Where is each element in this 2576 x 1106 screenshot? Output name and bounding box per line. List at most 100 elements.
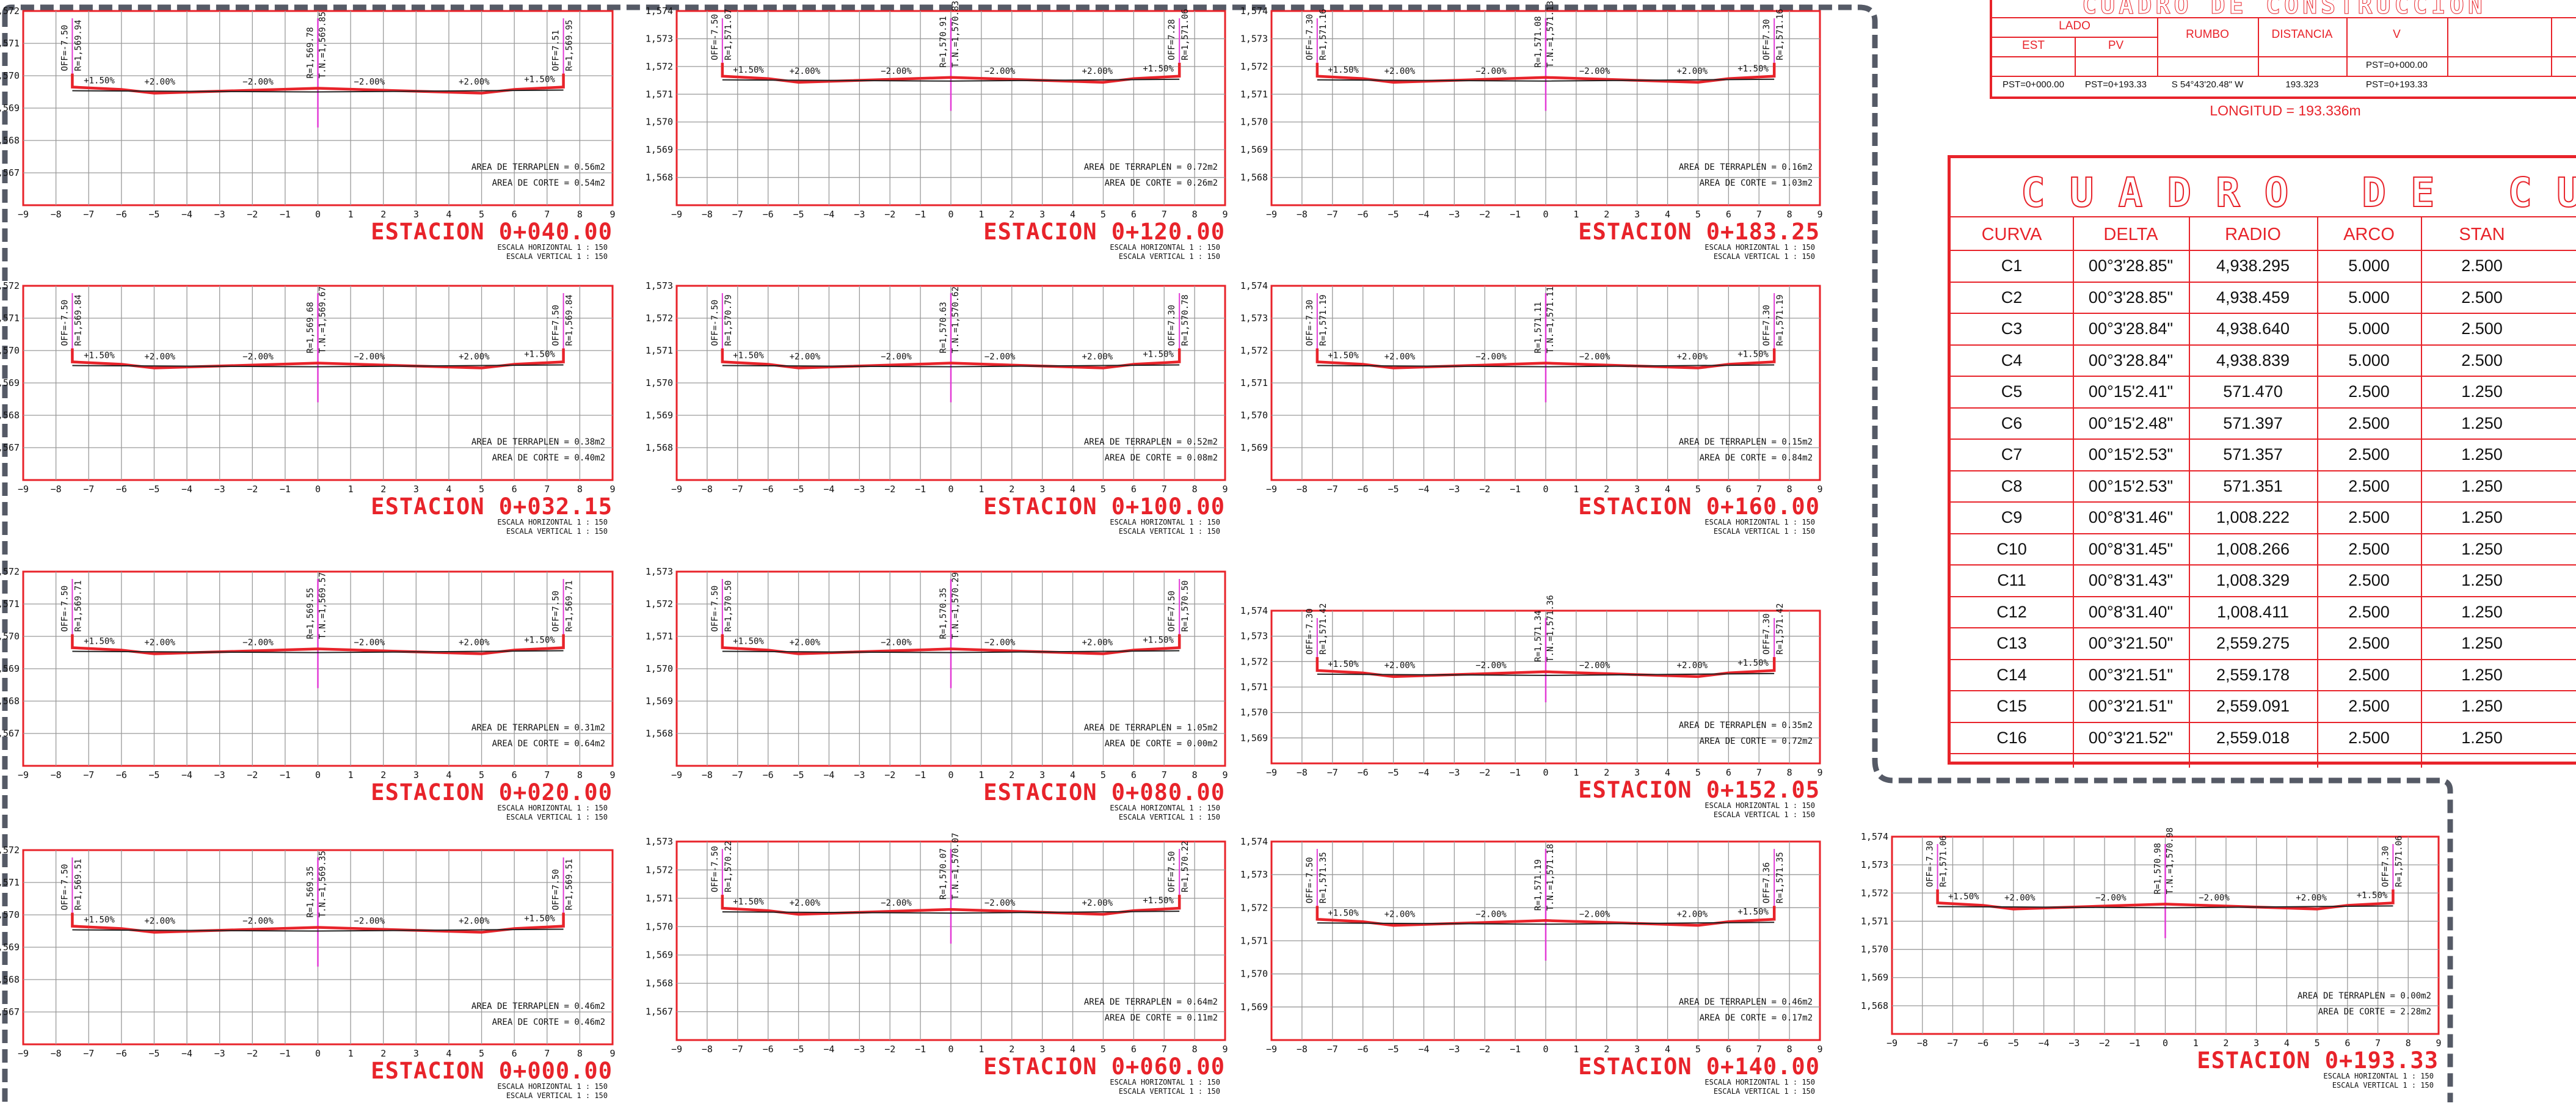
x-tick-label: −8 [702, 1044, 713, 1055]
y-tick-label: 1,569 [1240, 732, 1268, 743]
natural-ground-label: T.N.=1,569.35 [318, 851, 328, 918]
elevation-left-label: R=1,571.16 [1319, 9, 1328, 60]
area-cut-label: AREA DE CORTE = 0.40m2 [492, 453, 605, 463]
row-rule [1951, 407, 2576, 409]
y-tick-label: 1,569 [1240, 144, 1268, 155]
slope-label-right-outer: +1.50% [1143, 636, 1174, 646]
centerline-elevation-label: R=1,570.91 [939, 16, 948, 67]
y-tick-label: 1,571 [646, 345, 673, 356]
x-tick-label: 2 [1604, 484, 1609, 495]
x-tick-label: 8 [1192, 1044, 1198, 1055]
road-profile [71, 73, 565, 95]
offset-left-label: OFF=-7.30 [1305, 300, 1315, 346]
road-profile [721, 62, 1181, 84]
x-tick-label: −1 [280, 209, 291, 220]
x-tick-label: 5 [1695, 1044, 1701, 1055]
curve-cell-radio: 4,938.839 [2216, 351, 2290, 369]
ground-profile [1317, 78, 1775, 82]
curve-cell-arco: 2.500 [2348, 476, 2390, 495]
offset-left-label: OFF=-7.30 [1305, 14, 1315, 60]
y-tick-label: 1,568 [0, 410, 20, 421]
area-cut-label: AREA DE CORTE = 0.26m2 [1105, 178, 1218, 188]
x-tick-label: 7 [544, 484, 550, 495]
natural-ground-label: T.N.=1,570.98 [2166, 828, 2175, 895]
x-tick-label: 2 [1604, 209, 1609, 220]
ground-profile [1317, 922, 1775, 925]
x-tick-label: 7 [1756, 1044, 1762, 1055]
cross-section-6: 1,574 1,573 1,572 1,571 1,570 1,569 −9 −8 −7 −6 −5… [1240, 280, 1823, 536]
natural-ground-label: T.N.=1,569.57 [318, 572, 328, 639]
x-tick-label: 7 [544, 1048, 550, 1059]
slope-label-right-mid: +2.00% [1082, 638, 1113, 648]
x-tick-label: −6 [116, 484, 127, 495]
slope-label-left-outer: +1.50% [733, 637, 764, 647]
scale-horizontal-label: ESCALA HORIZONTAL 1 : 150 [2323, 1072, 2434, 1080]
x-tick-label: −9 [1887, 1038, 1897, 1049]
header-top-rule [1951, 216, 2576, 217]
curve-col-header-curva: CURVA [1981, 225, 2042, 244]
natural-ground-label: T.N.=1,570.62 [951, 286, 961, 354]
x-tick-label: −2 [1479, 1044, 1490, 1055]
x-tick-label: −5 [793, 209, 804, 220]
station-title: ESTACION 0+032.15 [371, 493, 613, 520]
curve-cell-curva: C2 [2001, 288, 2023, 307]
slope-label-left-inner: −2.00% [1475, 661, 1507, 671]
x-tick-label: 0 [1543, 767, 1548, 778]
curve-col-header-stan: STAN [2459, 225, 2505, 244]
curve-cell-radio: 4,938.295 [2216, 256, 2290, 275]
scale-horizontal-label: ESCALA HORIZONTAL 1 : 150 [497, 243, 608, 252]
y-tick-label: 1,571 [1240, 936, 1268, 947]
area-fill-label: AREA DE TERRAPLEN = 0.35m2 [1679, 721, 1813, 730]
centerline-elevation-label: R=1,570.07 [939, 848, 948, 900]
offset-right-label: OFF=7.36 [1762, 862, 1772, 903]
x-tick-label: 2 [1009, 209, 1014, 220]
slope-label-right-mid: +2.00% [1677, 352, 1708, 362]
area-fill-label: AREA DE TERRAPLEN = 0.15m2 [1679, 437, 1813, 447]
x-tick-label: 4 [446, 1048, 451, 1059]
area-cut-label: AREA DE CORTE = 0.11m2 [1105, 1013, 1218, 1023]
slope-label-right-inner: −2.00% [1579, 661, 1610, 671]
x-tick-label: 6 [2345, 1038, 2350, 1049]
y-tick-label: 1,567 [646, 1006, 673, 1017]
x-tick-label: −8 [1297, 209, 1308, 220]
area-fill-label: AREA DE TERRAPLEN = 0.31m2 [471, 723, 605, 733]
x-tick-label: 7 [1162, 209, 1167, 220]
x-tick-label: 8 [1192, 484, 1198, 495]
col-divider [2317, 216, 2318, 768]
curve-cell-delta: 00°15'2.53" [2088, 445, 2174, 464]
y-tick-label: 1,568 [646, 978, 673, 989]
x-tick-label: 9 [1817, 1044, 1822, 1055]
slope-label-left-mid: +2.00% [144, 78, 175, 87]
x-tick-label: 1 [348, 484, 354, 495]
slope-label-left-mid: +2.00% [144, 352, 175, 362]
scale-horizontal-label: ESCALA HORIZONTAL 1 : 150 [1110, 243, 1220, 252]
station-title: ESTACION 0+000.00 [371, 1058, 613, 1084]
slope-label-right-inner: −2.00% [354, 352, 385, 362]
x-tick-label: −6 [1977, 1038, 1988, 1049]
col-pv: PV [2108, 39, 2124, 52]
x-tick-label: 5 [2315, 1038, 2320, 1049]
x-tick-label: −8 [1297, 1044, 1308, 1055]
x-tick-label: 6 [512, 1048, 517, 1059]
elevation-left-label: R=1,570.22 [724, 841, 733, 892]
x-tick-label: 9 [609, 484, 615, 495]
centerline-elevation-label: R=1,570.35 [939, 588, 948, 639]
station-title: ESTACION 0+193.33 [2197, 1047, 2439, 1074]
curve-cell-radio: 1,008.266 [2216, 539, 2290, 558]
curve-cell-stan: 1.250 [2461, 602, 2503, 621]
road-profile [71, 634, 565, 655]
scale-vertical-label: ESCALA VERTICAL 1 : 150 [1714, 1087, 1815, 1096]
x-tick-label: −4 [2039, 1038, 2050, 1049]
y-tick-label: 1,574 [1861, 831, 1888, 842]
elevation-left-label: R=1,571.19 [1319, 294, 1328, 346]
col-lado: LADO [2059, 20, 2090, 32]
centerline-elevation-label: R=1,570.63 [939, 302, 948, 353]
row-rule [1951, 344, 2576, 346]
x-tick-label: 6 [512, 209, 517, 220]
x-tick-label: 7 [2375, 1038, 2381, 1049]
sheet-region-border [2, 4, 2453, 1102]
y-tick-label: 1,573 [1240, 869, 1268, 880]
ground-profile [72, 89, 564, 93]
scale-vertical-label: ESCALA VERTICAL 1 : 150 [506, 252, 608, 261]
col-est: EST [2022, 39, 2045, 52]
